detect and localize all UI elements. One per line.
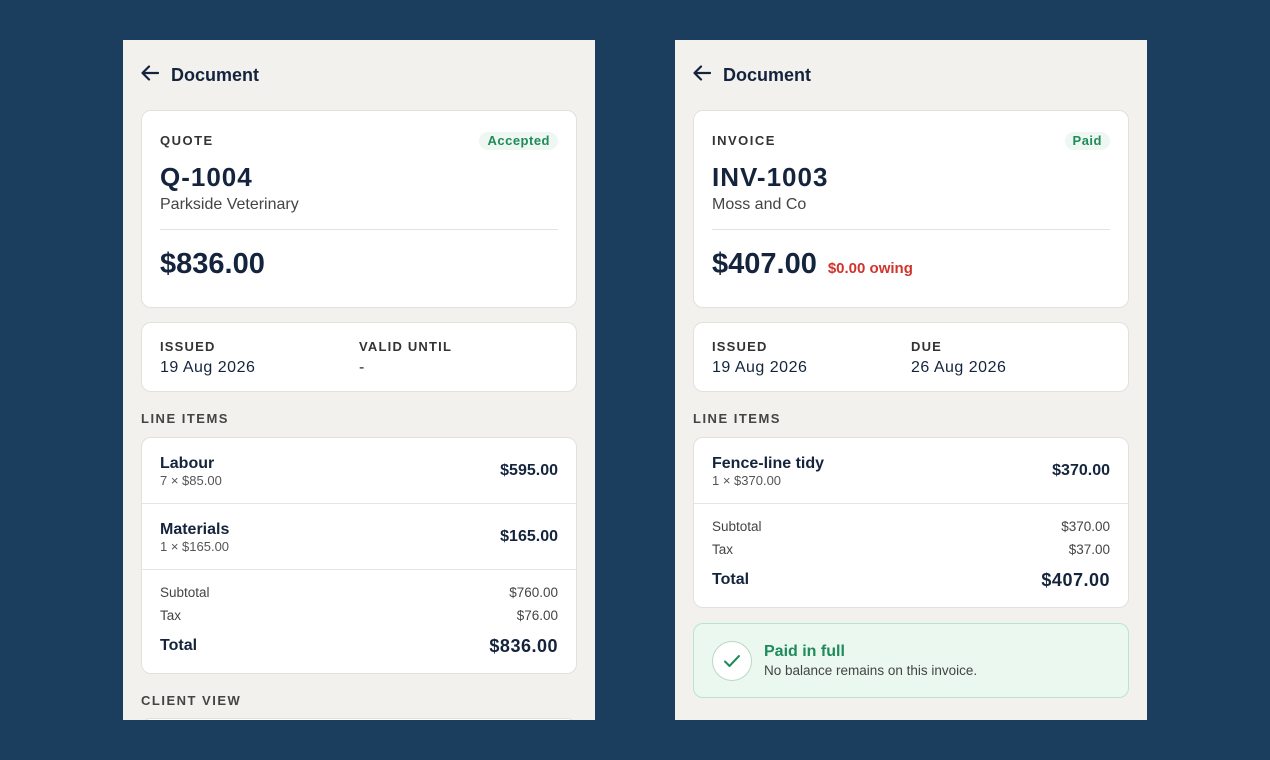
date-field: ISSUED 19 Aug 2026 [160, 340, 359, 391]
doc-number: Q-1004 [160, 162, 253, 192]
total-value: $760.00 [509, 585, 558, 600]
divider [712, 229, 1110, 230]
back-button[interactable] [141, 64, 171, 86]
header: Document [141, 40, 577, 110]
date-value: - [359, 359, 365, 376]
total-value: $836.00 [489, 636, 558, 656]
amount-row: $407.00 $0.00 owing [712, 246, 1110, 287]
date-value: 19 Aug 2026 [160, 359, 256, 376]
phone-screen: Document INVOICE Paid INV-1003 Moss and Co $4… [675, 40, 1147, 720]
status-pill: Paid [1064, 132, 1110, 150]
line-item: Labour 7 × $85.00 $595.00 [142, 438, 576, 504]
item-amount: $165.00 [500, 527, 558, 545]
total-row: Subtotal $370.00 [712, 515, 1110, 538]
line-items-card: Fence-line tidy 1 × $370.00 $370.00 Subtota… [693, 437, 1129, 608]
total-value: $37.00 [1068, 542, 1110, 557]
header: Document [693, 40, 1129, 110]
item-name: Fence-line tidy [712, 454, 825, 472]
header-title: Document [723, 64, 812, 85]
line-item: Materials 1 × $165.00 $165.00 [142, 504, 576, 570]
total-label: Subtotal [712, 519, 762, 534]
dates-card: ISSUED 19 Aug 2026 DUE 26 Aug 2026 [693, 322, 1129, 392]
totals: Subtotal $370.00 Tax $37.00 Total $407.00 [694, 504, 1128, 607]
total-row: Total $407.00 [712, 565, 1110, 595]
line-item: Fence-line tidy 1 × $370.00 $370.00 [694, 438, 1128, 504]
item-amount: $595.00 [500, 461, 558, 479]
date-value: 26 Aug 2026 [911, 359, 1007, 376]
client-view-card [141, 718, 577, 720]
dates-card: ISSUED 19 Aug 2026 VALID UNTIL - [141, 322, 577, 392]
total-value: $370.00 [1061, 519, 1110, 534]
line-item-info: Labour 7 × $85.00 [160, 454, 222, 488]
doc-type: QUOTE [160, 133, 214, 148]
item-detail: 7 × $85.00 [160, 472, 222, 488]
item-name: Labour [160, 454, 215, 472]
total-label: Total [712, 571, 750, 588]
status-pill: Accepted [479, 132, 558, 150]
total-row: Total $836.00 [160, 631, 558, 661]
date-field: DUE 26 Aug 2026 [911, 340, 1110, 391]
item-detail: 1 × $370.00 [712, 472, 782, 488]
date-label: VALID UNTIL [359, 339, 453, 354]
line-items-card: Labour 7 × $85.00 $595.00 Materials 1 × $165… [141, 437, 577, 674]
banner-title: Paid in full [764, 643, 845, 660]
date-field: VALID UNTIL - [359, 340, 558, 391]
phone-screen: Document QUOTE Accepted Q-1004 Parkside Vete… [123, 40, 595, 720]
banner-message: No balance remains on this invoice. [764, 663, 978, 678]
date-label: DUE [911, 339, 943, 354]
item-amount: $370.00 [1052, 461, 1110, 479]
line-item-info: Fence-line tidy 1 × $370.00 [712, 454, 824, 488]
date-label: ISSUED [160, 339, 216, 354]
section-label: LINE ITEMS [141, 411, 229, 426]
paid-banner: Paid in full No balance remains on this i… [693, 623, 1129, 698]
total-row: Tax $37.00 [712, 538, 1110, 561]
divider [160, 229, 558, 230]
back-button[interactable] [693, 64, 723, 86]
summary-card: QUOTE Accepted Q-1004 Parkside Veterinary $8… [141, 110, 577, 308]
doc-type: INVOICE [712, 133, 776, 148]
amount-row: $836.00 [160, 246, 558, 282]
amount: $836.00 [160, 248, 265, 280]
client-name: Moss and Co [712, 196, 807, 213]
total-label: Tax [712, 542, 734, 557]
check-icon [712, 640, 752, 681]
section-label: LINE ITEMS [693, 411, 781, 426]
item-name: Materials [160, 520, 230, 538]
total-label: Subtotal [160, 585, 210, 600]
header-title: Document [171, 64, 260, 85]
amount: $407.00 [712, 248, 817, 280]
client-name: Parkside Veterinary [160, 196, 299, 213]
date-value: 19 Aug 2026 [712, 359, 808, 376]
date-field: ISSUED 19 Aug 2026 [712, 340, 911, 391]
section-label: CLIENT VIEW [141, 693, 242, 708]
total-row: Subtotal $760.00 [160, 581, 558, 604]
banner-text: Paid in full No balance remains on this i… [764, 642, 977, 679]
total-label: Total [160, 637, 198, 654]
total-value: $407.00 [1041, 570, 1110, 590]
total-value: $76.00 [516, 608, 558, 623]
line-item-info: Materials 1 × $165.00 [160, 520, 229, 554]
date-label: ISSUED [712, 339, 768, 354]
total-label: Tax [160, 608, 182, 623]
summary-card: INVOICE Paid INV-1003 Moss and Co $407.00 $0.… [693, 110, 1129, 308]
totals: Subtotal $760.00 Tax $76.00 Total $836.00 [142, 570, 576, 673]
item-detail: 1 × $165.00 [160, 538, 230, 554]
doc-number: INV-1003 [712, 162, 829, 192]
owing: $0.00 owing [827, 260, 913, 277]
total-row: Tax $76.00 [160, 604, 558, 627]
